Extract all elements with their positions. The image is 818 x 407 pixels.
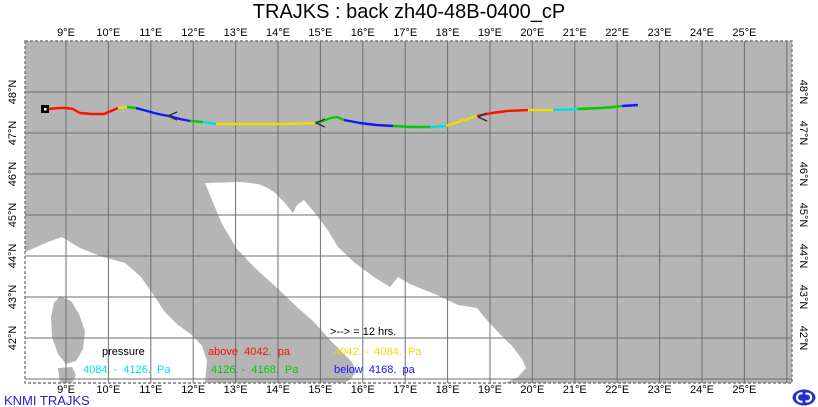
lon-tick-label-top: 10°E (96, 27, 121, 39)
lat-tick-label-left: 45°N (7, 202, 19, 228)
lon-tick-label-top: 21°E (562, 27, 587, 39)
lat-tick-label-right: 44°N (797, 243, 809, 269)
trajectory-segment (189, 119, 204, 124)
trajectory-segment (202, 120, 217, 126)
sea-area (205, 182, 526, 383)
lon-tick-label-bottom: 17°E (393, 384, 418, 396)
lon-tick-label-top: 13°E (223, 27, 248, 39)
lat-tick-label-right: 45°N (797, 202, 809, 228)
lon-tick-label-bottom: 15°E (308, 384, 333, 396)
trajectory-segment (135, 106, 191, 123)
trajectory-segment (343, 118, 394, 128)
lon-tick-label-bottom: 10°E (96, 384, 121, 396)
time-arrow-icon (315, 118, 326, 128)
trajectory-segment (621, 103, 639, 108)
lat-tick-label-left: 46°N (7, 161, 19, 187)
lat-tick-label-right: 48°N (797, 79, 809, 105)
lon-tick-label-bottom: 24°E (690, 384, 714, 396)
lat-tick-label-left: 43°N (7, 284, 19, 310)
trajectory-segment (392, 124, 430, 129)
start-marker-center (44, 108, 47, 111)
lon-tick-label-bottom: 18°E (435, 384, 460, 396)
time-arrow-icon (477, 112, 488, 122)
plot-title: TRAJKS : back zh40-48B-0400_cP (252, 1, 566, 23)
source-label: KNMI TRAJKS (4, 393, 90, 407)
lat-tick-label-right: 47°N (797, 120, 809, 146)
legend-entry: 4084. - 4126. Pa (83, 364, 171, 376)
legend-entry: below 4168. pa (334, 364, 415, 376)
trajectory-segment (48, 106, 119, 116)
lon-tick-label-bottom: 19°E (478, 384, 502, 396)
lon-tick-label-top: 9°E (57, 27, 75, 39)
lon-tick-label-bottom: 9°E (57, 384, 75, 396)
lon-tick-label-top: 18°E (435, 27, 460, 39)
lon-tick-label-top: 12°E (181, 27, 206, 39)
lon-tick-label-bottom: 22°E (605, 384, 630, 396)
lon-tick-label-top: 24°E (690, 27, 714, 39)
trajectory-segment (216, 121, 316, 126)
lat-tick-label-left: 44°N (7, 243, 19, 269)
lon-tick-label-bottom: 20°E (520, 384, 545, 396)
island (51, 296, 85, 364)
lon-tick-label-top: 19°E (478, 27, 502, 39)
lon-tick-label-bottom: 11°E (139, 384, 163, 396)
lon-tick-label-top: 14°E (266, 27, 290, 39)
lon-tick-label-bottom: 12°E (181, 384, 206, 396)
lon-tick-label-top: 20°E (520, 27, 545, 39)
ecmwf-logo-icon (792, 389, 816, 406)
legend-entry: above 4042. pa (208, 346, 290, 358)
legend-entry: 4126. - 4168. Pa (211, 364, 299, 376)
lon-tick-label-bottom: 16°E (350, 384, 375, 396)
lon-tick-label-top: 25°E (732, 27, 757, 39)
lon-tick-label-top: 16°E (350, 27, 375, 39)
lat-tick-label-left: 42°N (7, 325, 19, 351)
time-arrow-icon (167, 111, 178, 121)
lat-tick-label-right: 43°N (797, 284, 809, 310)
legend-title: pressure (102, 346, 145, 358)
lat-tick-label-left: 47°N (7, 120, 19, 146)
lon-tick-label-bottom: 21°E (562, 384, 587, 396)
lon-tick-label-bottom: 14°E (266, 384, 290, 396)
trajectory-segment (117, 105, 128, 110)
trajectory-segment (552, 107, 579, 112)
legend-note: >--> = 12 hrs. (330, 326, 397, 338)
trajectory-segment (445, 114, 478, 128)
lat-tick-label-left: 48°N (7, 79, 19, 105)
lon-tick-label-top: 22°E (605, 27, 630, 39)
lon-tick-label-top: 23°E (647, 27, 672, 39)
lon-tick-label-top: 11°E (139, 27, 163, 39)
trajectory-segment (429, 124, 447, 129)
trajectory-segment (126, 105, 137, 110)
lat-tick-label-right: 42°N (797, 325, 809, 351)
legend-entry: 4042. - 4084. Pa (334, 346, 422, 358)
lon-tick-label-bottom: 25°E (732, 384, 757, 396)
map-border (24, 40, 793, 384)
trajectory-segment (577, 104, 623, 111)
lon-tick-label-bottom: 23°E (647, 384, 672, 396)
lon-tick-label-bottom: 13°E (223, 384, 248, 396)
lat-tick-label-right: 46°N (797, 161, 809, 187)
lon-tick-label-top: 15°E (308, 27, 333, 39)
lon-tick-label-top: 17°E (393, 27, 418, 39)
